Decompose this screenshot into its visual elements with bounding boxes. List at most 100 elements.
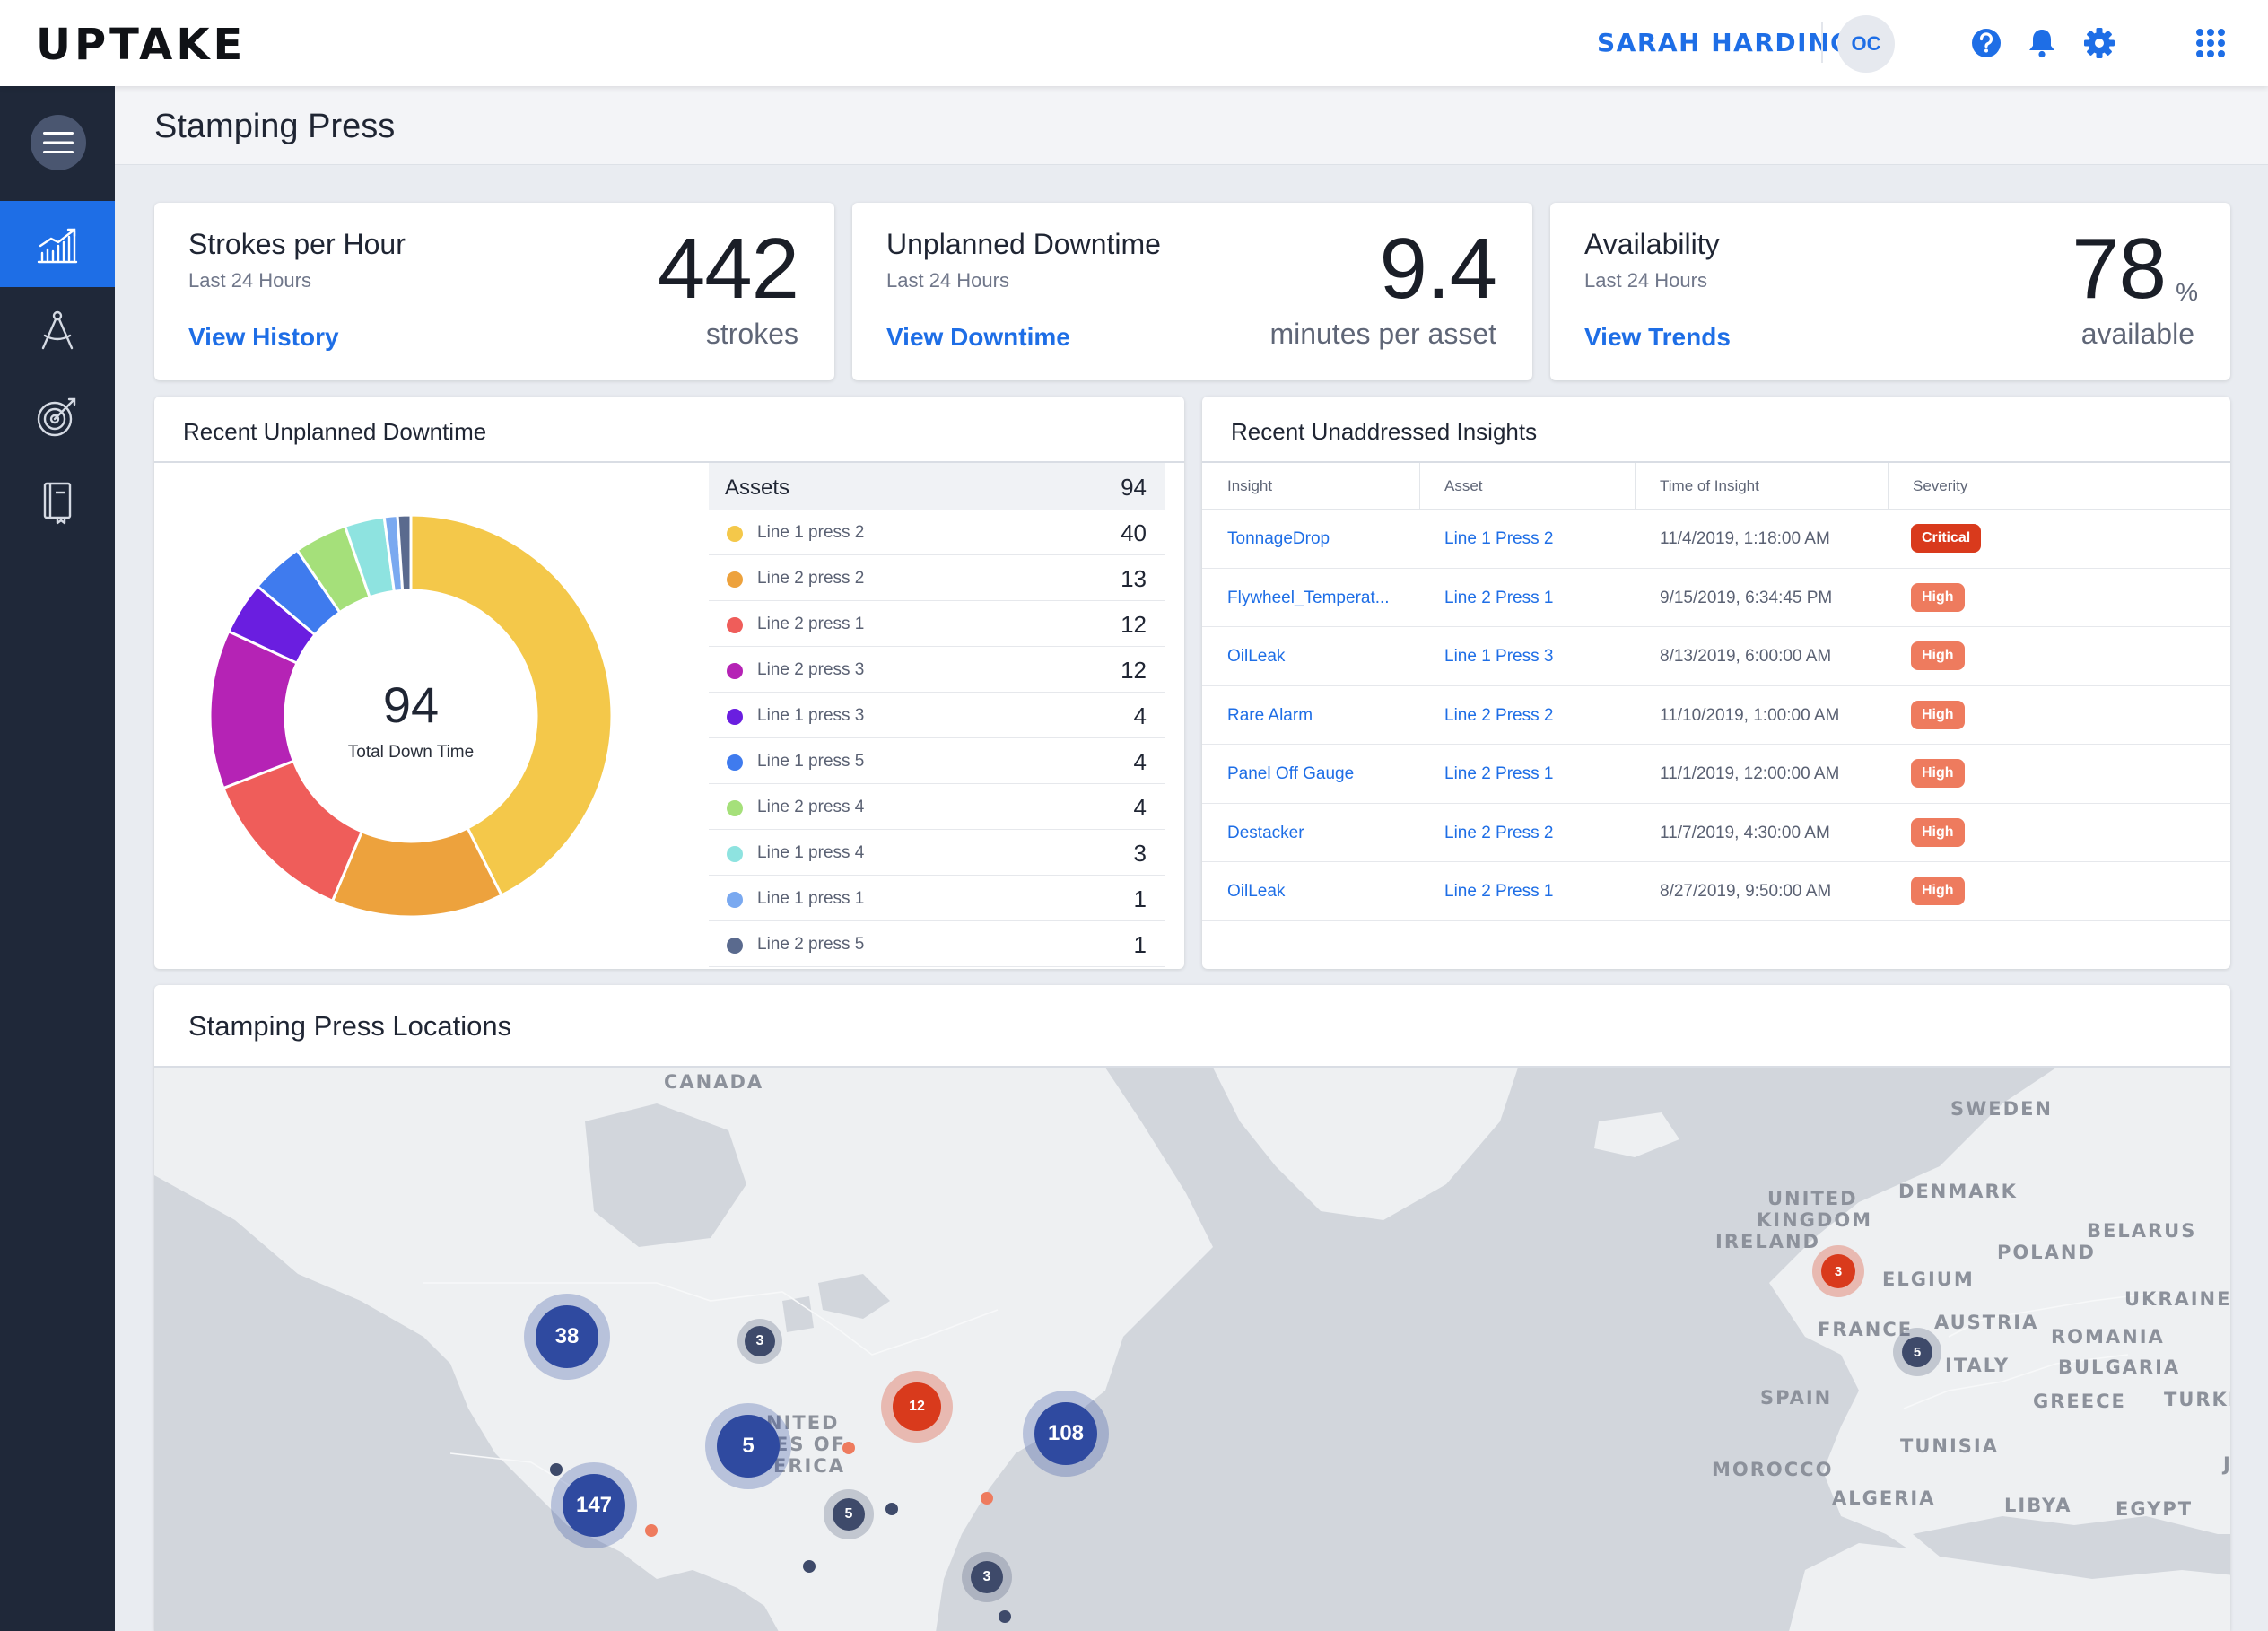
legend-color-swatch [727, 663, 743, 679]
insight-link[interactable]: Panel Off Gauge [1227, 764, 1355, 783]
map-label-bulgaria: BULGARIA [2058, 1356, 2181, 1378]
kpi-card-availability: Availability Last 24 Hours View Trends 7… [1550, 203, 2230, 380]
legend-item[interactable]: Line 2 press 1 12 [709, 601, 1165, 647]
map-cluster[interactable]: 38 [524, 1294, 610, 1380]
locations-map[interactable]: CANADA SWEDEN UNITED KINGDOM IRELAND DEN… [154, 1068, 2230, 1631]
legend-header: Assets 94 [709, 463, 1165, 510]
asset-link[interactable]: Line 2 Press 2 [1444, 823, 1554, 842]
map-cluster[interactable]: 5 [705, 1403, 791, 1489]
app-grid-icon[interactable] [2191, 23, 2230, 63]
map-label-poland: POLAND [1997, 1242, 2096, 1263]
kpi-subtitle: Last 24 Hours [1584, 269, 1707, 292]
map-cluster[interactable]: 12 [881, 1371, 953, 1443]
insight-time: 11/7/2019, 4:30:00 AM [1660, 823, 1830, 842]
legend-item[interactable]: Line 2 press 3 12 [709, 647, 1165, 693]
panel-title: Stamping Press Locations [188, 1010, 512, 1042]
asset-link[interactable]: Line 2 Press 1 [1444, 764, 1554, 783]
table-row[interactable]: Rare Alarm Line 2 Press 2 11/10/2019, 1:00… [1202, 686, 2230, 745]
legend-item-label: Line 1 press 2 [757, 523, 865, 542]
legend-item[interactable]: Line 2 press 2 13 [709, 555, 1165, 601]
panel-title: Recent Unplanned Downtime [183, 418, 487, 445]
insight-link[interactable]: Rare Alarm [1227, 705, 1313, 725]
insight-link[interactable]: Flywheel_Temperat... [1227, 588, 1390, 607]
insight-link[interactable]: TonnageDrop [1227, 529, 1330, 548]
table-row[interactable]: Flywheel_Temperat... Line 2 Press 1 9/15/2… [1202, 569, 2230, 627]
cluster-count: 38 [536, 1305, 598, 1368]
legend-item-value: 1 [1133, 885, 1147, 912]
table-row[interactable]: Panel Off Gauge Line 2 Press 1 11/1/2019, … [1202, 745, 2230, 804]
sidebar-item-analytics[interactable] [0, 201, 115, 287]
asset-link[interactable]: Line 2 Press 1 [1444, 882, 1554, 901]
donut-slice[interactable] [396, 513, 413, 592]
legend-item[interactable]: Line 1 press 5 4 [709, 738, 1165, 784]
legend-color-swatch [727, 617, 743, 633]
uptake-logo[interactable]: UPTAKE [36, 20, 247, 70]
kpi-unit: minutes per asset [1269, 318, 1496, 350]
view-history-link[interactable]: View History [188, 323, 339, 351]
view-downtime-link[interactable]: View Downtime [886, 323, 1070, 351]
cluster-count: 5 [1902, 1337, 1932, 1367]
insight-link[interactable]: Destacker [1227, 823, 1304, 842]
insight-link[interactable]: OilLeak [1227, 647, 1286, 666]
map-label-spain: SPAIN [1760, 1387, 1833, 1409]
asset-link[interactable]: Line 2 Press 2 [1444, 705, 1554, 725]
view-trends-link[interactable]: View Trends [1584, 323, 1731, 351]
panel-header: Recent Unaddressed Insights [1202, 397, 2230, 463]
sidebar-item-notebook[interactable] [0, 459, 115, 545]
legend-item[interactable]: Line 1 press 1 1 [709, 876, 1165, 921]
legend-header-total: 94 [1121, 474, 1147, 501]
map-label-italy: ITALY [1945, 1355, 2011, 1376]
sidebar-item-compass[interactable] [0, 287, 115, 373]
kpi-title: Unplanned Downtime [886, 228, 1161, 260]
asset-link[interactable]: Line 1 Press 3 [1444, 647, 1554, 666]
table-row[interactable]: Destacker Line 2 Press 2 11/7/2019, 4:30:0… [1202, 804, 2230, 862]
user-name[interactable]: SARAH HARDING [1597, 28, 1853, 57]
notebook-icon [43, 482, 72, 525]
donut-slice[interactable] [222, 759, 364, 903]
map-label-france: FRANCE [1818, 1319, 1914, 1340]
avatar[interactable]: OC [1837, 15, 1895, 73]
column-header-severity[interactable]: Severity [1913, 477, 1968, 494]
legend-item[interactable]: Line 2 press 4 4 [709, 784, 1165, 830]
menu-button[interactable] [31, 115, 86, 170]
map-cluster[interactable]: 3 [737, 1319, 782, 1364]
map-cluster[interactable]: 3 [962, 1552, 1012, 1602]
table-row[interactable]: TonnageDrop Line 1 Press 2 11/4/2019, 1:18… [1202, 510, 2230, 569]
legend-item[interactable]: Line 1 press 2 40 [709, 510, 1165, 555]
map-cluster[interactable]: 5 [1893, 1328, 1941, 1376]
donut-center-value: 94 [382, 676, 440, 733]
sidebar-item-targets[interactable] [0, 373, 115, 459]
map-label-morocco: MOROCCO [1712, 1459, 1834, 1480]
donut-slice[interactable] [409, 513, 614, 897]
insight-time: 9/15/2019, 6:34:45 PM [1660, 588, 1833, 607]
kpi-card-strokes: Strokes per Hour Last 24 Hours View Hist… [154, 203, 834, 380]
legend-color-swatch [727, 571, 743, 588]
help-icon[interactable] [1967, 23, 2006, 63]
map-label-tunisia: TUNISIA [1900, 1435, 1999, 1457]
legend-item[interactable]: Line 2 press 5 1 [709, 921, 1165, 967]
column-header-time[interactable]: Time of Insight [1660, 477, 1759, 494]
asset-link[interactable]: Line 1 Press 2 [1444, 529, 1554, 548]
table-row[interactable]: OilLeak Line 1 Press 3 8/13/2019, 6:00:00 … [1202, 627, 2230, 686]
map-cluster[interactable]: 3 [1812, 1245, 1864, 1297]
cluster-count: 3 [1821, 1254, 1855, 1288]
map-cluster[interactable]: 147 [551, 1462, 637, 1548]
column-header-insight[interactable]: Insight [1227, 477, 1273, 494]
legend-item-label: Line 2 press 3 [757, 660, 865, 679]
asset-link[interactable]: Line 2 Press 1 [1444, 588, 1554, 607]
insight-link[interactable]: OilLeak [1227, 882, 1286, 901]
table-row[interactable]: OilLeak Line 2 Press 1 8/27/2019, 9:50:00 … [1202, 862, 2230, 921]
map-cluster[interactable]: 5 [824, 1489, 874, 1539]
legend-item[interactable]: Line 1 press 3 4 [709, 693, 1165, 738]
cluster-count: 108 [1034, 1402, 1097, 1465]
bell-icon[interactable] [2022, 23, 2062, 63]
map-cluster[interactable]: 108 [1023, 1391, 1109, 1477]
column-header-asset[interactable]: Asset [1444, 477, 1483, 494]
insights-panel: Recent Unaddressed Insights Insight Asse… [1202, 397, 2230, 969]
legend-item[interactable]: Line 1 press 4 3 [709, 830, 1165, 876]
table-header: Insight Asset Time of Insight Severity [1202, 463, 2230, 510]
gear-icon[interactable] [2080, 23, 2119, 63]
map-label-sweden: SWEDEN [1950, 1098, 2053, 1120]
legend-item-label: Line 2 press 2 [757, 569, 865, 588]
downtime-donut-chart [208, 513, 614, 919]
